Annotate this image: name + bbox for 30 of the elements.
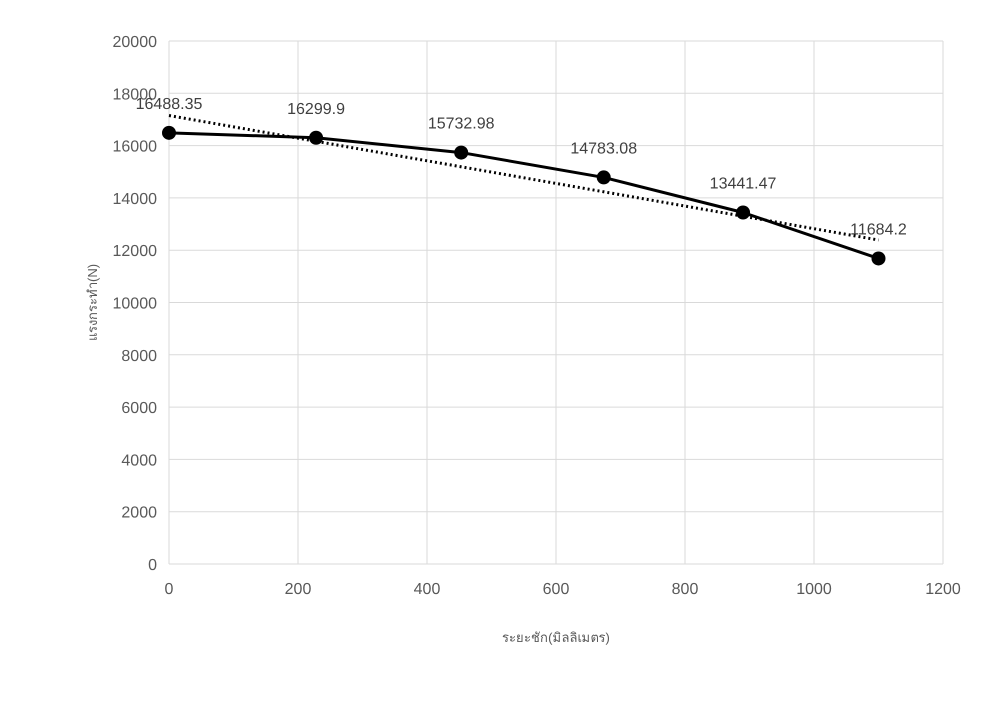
y-tick-label: 14000 — [112, 190, 158, 208]
x-tick-label: 400 — [414, 581, 440, 598]
x-tick-label: 1200 — [925, 581, 961, 598]
point — [736, 206, 750, 220]
point — [596, 170, 611, 184]
y-tick-label: 0 — [148, 557, 158, 574]
point — [454, 146, 468, 160]
data-label: 14783.08 — [570, 140, 638, 158]
data-label: 11684.2 — [850, 221, 907, 238]
x-tick-label: 1000 — [796, 581, 832, 598]
data-label: 13441.47 — [710, 176, 777, 193]
y-tick-label: 2000 — [121, 504, 158, 522]
point — [872, 251, 886, 266]
x-tick-label: 800 — [672, 581, 698, 598]
y-tick-label: 10000 — [112, 296, 158, 312]
data-label: 15732.98 — [428, 116, 495, 133]
y-tick-label: 12000 — [112, 243, 158, 260]
y-tick-label: 8000 — [121, 348, 158, 365]
y-tick-label: 6000 — [121, 400, 158, 418]
x-tick-label: 200 — [284, 581, 312, 598]
y-tick-label: 16000 — [112, 138, 158, 156]
point — [309, 130, 324, 145]
x-tick-label: 600 — [542, 581, 570, 598]
x-axis-title: ระยะชัก(มิลลิเมตร) — [502, 630, 610, 645]
data-label: 16299.9 — [287, 100, 346, 118]
point — [162, 126, 176, 140]
y-axis-title: แรงกระทำ(N) — [85, 264, 100, 342]
y-tick-label: 4000 — [121, 452, 158, 470]
x-tick-label: 0 — [164, 581, 174, 598]
y-tick-label: 20000 — [112, 34, 158, 51]
